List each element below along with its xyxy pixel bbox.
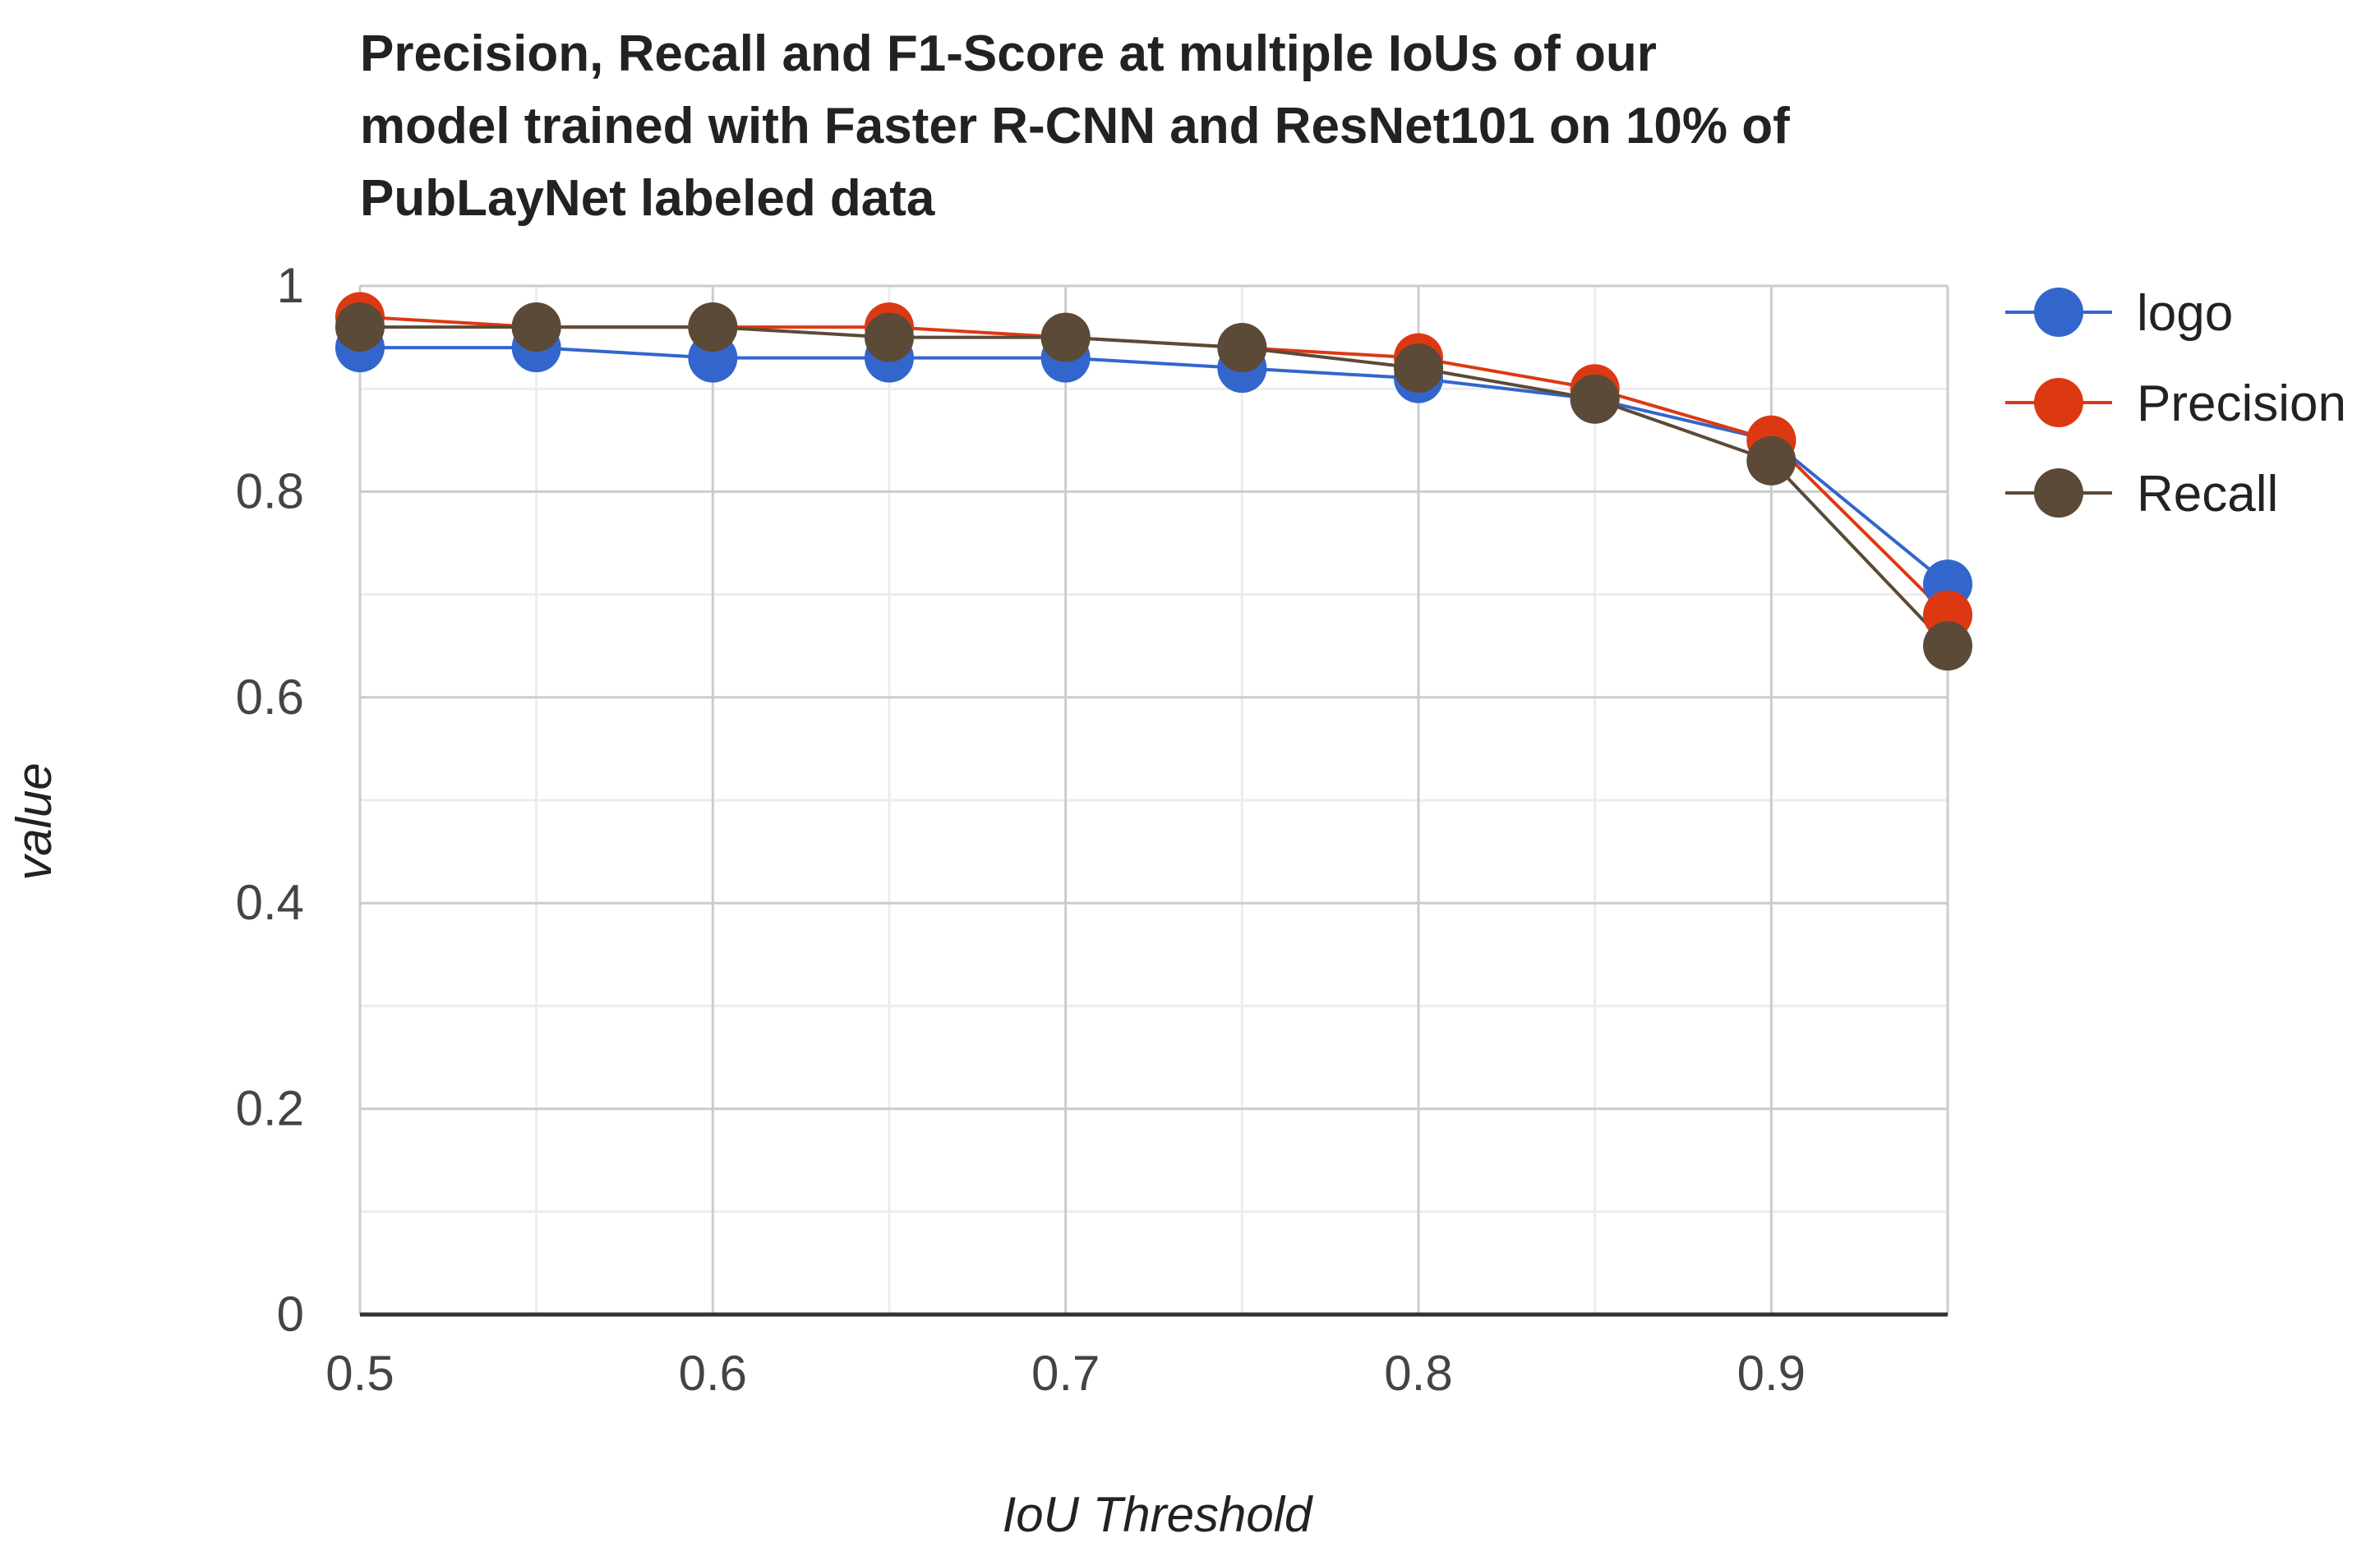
x-tick-label: 0.8 [1384, 1346, 1452, 1401]
chart-title-line-3: PubLayNet labeled data [360, 170, 935, 227]
x-tick-label: 0.6 [679, 1346, 747, 1401]
chart-title: Precision, Recall and F1-Score at multip… [360, 18, 2004, 235]
data-point-recall[interactable] [1040, 312, 1091, 362]
axes: 0 0.2 0.4 0.6 0.8 1 0.5 0.6 0.7 0.8 0.9 [236, 258, 1948, 1401]
legend-item-recall[interactable]: Recall [2005, 466, 2278, 523]
data-point-recall[interactable] [511, 302, 561, 352]
legend-label: Recall [2137, 466, 2278, 523]
legend-marker [2034, 378, 2083, 427]
x-axis-title: IoU Threshold [1003, 1487, 1313, 1542]
data-point-recall[interactable] [865, 312, 914, 362]
series-line-recall [360, 325, 1949, 647]
legend[interactable]: logo Precision Recall [2005, 285, 2346, 523]
x-tick-label: 0.7 [1031, 1346, 1100, 1401]
y-tick-label: 1 [277, 258, 304, 313]
legend-marker [2034, 468, 2083, 518]
y-axis-title: value [7, 762, 62, 880]
y-tick-label: 0.8 [236, 463, 304, 518]
legend-item-precision[interactable]: Precision [2005, 375, 2346, 432]
x-tick-label: 0.9 [1737, 1346, 1806, 1401]
x-tick-label: 0.5 [325, 1346, 394, 1401]
y-tick-label: 0 [277, 1287, 304, 1342]
series-markers [335, 292, 1972, 671]
y-tick-label: 0.6 [236, 670, 304, 725]
data-point-recall[interactable] [1746, 435, 1797, 486]
chart-title-line-2: model trained with Faster R-CNN and ResN… [360, 98, 1790, 154]
data-point-recall[interactable] [335, 302, 385, 352]
series-lines [359, 315, 1949, 647]
y-tick-label: 0.2 [236, 1081, 304, 1136]
data-point-recall[interactable] [688, 302, 738, 352]
data-point-recall[interactable] [1570, 374, 1620, 424]
grid [358, 284, 1949, 1315]
data-point-recall[interactable] [1923, 621, 1972, 671]
series-line-logo [360, 346, 1949, 586]
legend-label: Precision [2137, 375, 2346, 432]
chart-title-line-1: Precision, Recall and F1-Score at multip… [360, 25, 1657, 82]
legend-marker [2034, 288, 2083, 337]
data-point-recall[interactable] [1394, 343, 1443, 394]
legend-label: logo [2137, 285, 2233, 342]
y-tick-label: 0.4 [236, 875, 304, 930]
legend-item-logo[interactable]: logo [2005, 285, 2233, 342]
data-point-recall[interactable] [1217, 323, 1267, 373]
